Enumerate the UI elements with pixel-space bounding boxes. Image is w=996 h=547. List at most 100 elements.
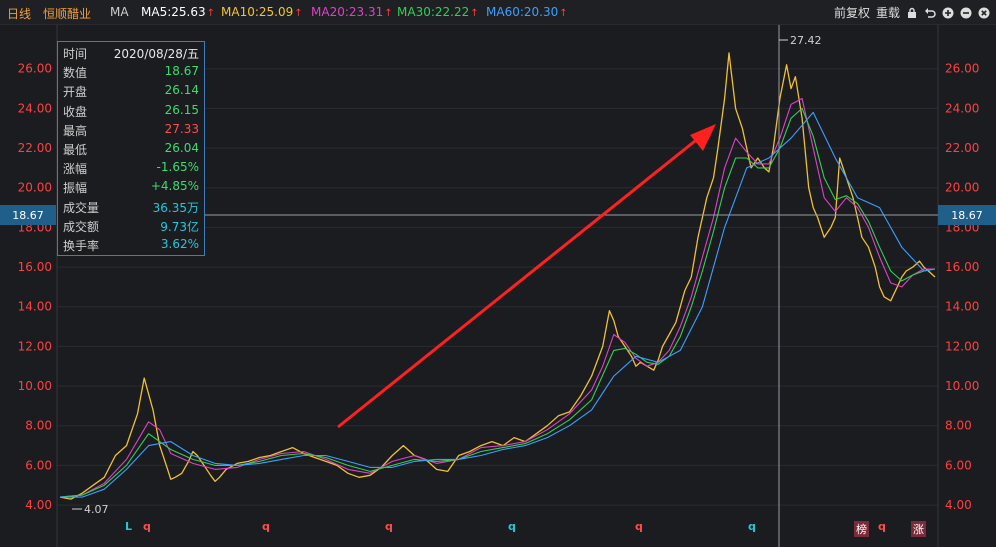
tooltip-value: +4.85% — [150, 179, 199, 194]
trend-arrow-head — [690, 124, 716, 151]
event-marker[interactable]: q — [878, 520, 886, 533]
close-icon[interactable] — [978, 7, 990, 19]
y-tick-label: 22.00 — [945, 141, 979, 155]
series-line-2 — [59, 107, 936, 498]
top-bar: 日线 恒顺醋业 MA MA5:25.63↑ MA10:25.09↑ MA20:2… — [0, 0, 996, 25]
series-line-3 — [60, 111, 936, 498]
ma10-value: MA10:25.09 — [221, 5, 294, 19]
y-tick-label: 8.00 — [25, 419, 52, 433]
rank-badge[interactable]: 榜 — [854, 521, 869, 537]
y-tick-label: 10.00 — [945, 379, 979, 393]
tooltip-value: 26.04 — [164, 141, 199, 155]
y-tick-label: 16.00 — [18, 260, 52, 274]
y-tick-label: 6.00 — [25, 458, 52, 472]
ma5-label: MA5:25.63↑ — [141, 5, 215, 19]
y-tick-label: 22.00 — [18, 141, 52, 155]
tooltip-value: 9.73亿 — [160, 219, 199, 234]
y-tick-label: 6.00 — [945, 458, 972, 472]
tooltip-row: 涨幅 -1.65% — [63, 160, 199, 180]
limit-up-badge[interactable]: 涨 — [911, 521, 926, 537]
y-tick-label: 24.00 — [945, 101, 979, 115]
ma60-value: MA60:20.30 — [486, 5, 559, 19]
y-tick-label: 20.00 — [945, 181, 979, 195]
event-marker[interactable]: q — [508, 520, 516, 533]
y-tick-label: 12.00 — [18, 339, 52, 353]
y-tick-label: 20.00 — [18, 181, 52, 195]
ma30-label: MA30:22.22↑ — [397, 5, 479, 19]
tooltip-key: 换手率 — [63, 239, 100, 253]
tooltip-value: -1.65% — [156, 160, 199, 175]
tooltip-row: 时间 2020/08/28/五 — [63, 45, 199, 65]
event-marker[interactable]: q — [748, 520, 756, 533]
tooltip-key: 开盘 — [63, 85, 88, 100]
series-line-0 — [59, 52, 936, 500]
tooltip-panel: 时间 2020/08/28/五数值 18.67 开盘 26.14 收盘 26.15 最高 27.… — [57, 41, 205, 256]
y-tick-label: 14.00 — [18, 300, 52, 314]
tooltip-key: 时间 — [63, 47, 88, 61]
tooltip-row: 最高 27.33 — [63, 122, 199, 142]
tooltip-value: 2020/08/28/五 — [113, 47, 199, 61]
high-label: 27.42 — [790, 34, 822, 47]
up-arrow-icon: ↑ — [559, 8, 568, 19]
tooltip-row: 最低 26.04 — [63, 141, 199, 161]
tooltip-key: 最低 — [63, 143, 88, 157]
tooltip-row: 换手率 3.62% — [63, 237, 199, 257]
tooltip-row: 振幅 +4.85% — [63, 179, 199, 199]
y-tick-label: 8.00 — [945, 419, 972, 433]
tooltip-value: 26.15 — [164, 102, 199, 117]
tooltip-row: 成交额 9.73亿 — [63, 218, 199, 238]
tooltip-value: 18.67 — [164, 64, 199, 79]
undo-icon[interactable] — [924, 7, 936, 19]
toolbar: 前复权 重载 — [834, 4, 990, 21]
event-marker[interactable]: q — [385, 520, 393, 533]
up-arrow-icon: ↑ — [470, 8, 479, 19]
event-marker[interactable]: L — [125, 520, 133, 533]
reload-button[interactable]: 重载 — [875, 6, 900, 20]
trend-arrow-line — [337, 135, 701, 429]
up-arrow-icon: ↑ — [206, 8, 215, 19]
tooltip-value: 3.62% — [160, 237, 199, 251]
tooltip-key: 数值 — [63, 66, 88, 81]
lock-icon[interactable] — [906, 7, 918, 19]
ma5-value: MA5:25.63 — [141, 5, 206, 19]
price-chart[interactable]: 4.006.008.0010.0012.0014.0016.0018.0020.… — [0, 25, 996, 547]
trend-arrow — [337, 124, 716, 429]
y-tick-label: 26.00 — [945, 62, 979, 76]
event-marker[interactable]: q — [635, 520, 643, 533]
event-marker[interactable]: q — [262, 520, 270, 533]
tooltip-row: 数值 18.67 — [63, 64, 199, 84]
y-axis-left: 4.006.008.0010.0012.0014.0016.0018.0020.… — [18, 62, 52, 512]
y-tick-label: 14.00 — [945, 300, 979, 314]
restore-rights-button[interactable]: 前复权 — [833, 6, 870, 20]
indicator-label[interactable]: MA — [110, 5, 129, 19]
price-series — [59, 52, 936, 500]
y-axis-right: 4.006.008.0010.0012.0014.0016.0018.0020.… — [945, 62, 979, 512]
tooltip-key: 成交额 — [63, 219, 100, 234]
y-tick-label: 10.00 — [18, 379, 52, 393]
event-marker[interactable]: q — [143, 520, 151, 533]
period-label[interactable]: 日线 — [7, 7, 32, 21]
ma20-label: MA20:23.31↑ — [311, 5, 393, 19]
ma30-value: MA30:22.22 — [397, 5, 470, 19]
ma60-label: MA60:20.30↑ — [486, 5, 568, 19]
ma10-label: MA10:25.09↑ — [221, 5, 303, 19]
y-tick-label: 4.00 — [25, 498, 52, 512]
tooltip-value: 27.33 — [164, 121, 199, 136]
zoom-in-icon[interactable] — [942, 7, 954, 19]
tooltip-key: 振幅 — [63, 181, 88, 196]
y-tick-label: 24.00 — [18, 101, 52, 115]
grid-lines — [56, 25, 939, 547]
tooltip-row: 收盘 26.15 — [63, 103, 199, 123]
zoom-out-icon[interactable] — [960, 7, 972, 19]
crosshair-value-left-box — [0, 205, 56, 225]
crosshair-value-left: 18.67 — [12, 209, 44, 222]
tooltip-key: 成交量 — [63, 200, 100, 215]
tooltip-value: 36.35万 — [152, 200, 199, 215]
ma20-value: MA20:23.31 — [311, 5, 384, 19]
up-arrow-icon: ↑ — [294, 8, 303, 19]
stock-name: 恒顺醋业 — [43, 7, 92, 21]
tooltip-row: 开盘 26.14 — [63, 83, 199, 103]
tooltip-value: 26.14 — [164, 83, 199, 98]
low-label: 4.07 — [84, 503, 109, 516]
up-arrow-icon: ↑ — [384, 8, 393, 19]
